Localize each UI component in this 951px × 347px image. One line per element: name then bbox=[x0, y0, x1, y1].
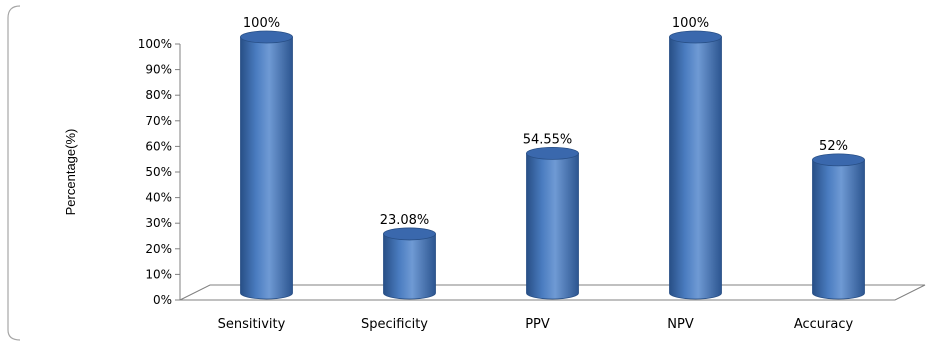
bar-body bbox=[669, 36, 722, 300]
category-labels: Sensitivity Specificity PPV NPV Accuracy bbox=[218, 317, 854, 332]
y-tick-label: 40% bbox=[145, 191, 172, 205]
y-tick-label: 70% bbox=[145, 114, 172, 128]
y-tick-label: 100% bbox=[138, 37, 172, 51]
y-tick-label: 20% bbox=[145, 242, 172, 256]
bar-npv bbox=[669, 30, 722, 300]
floor-plane bbox=[179, 284, 926, 301]
category-label: PPV bbox=[525, 317, 550, 332]
bar-sensitivity bbox=[240, 30, 293, 300]
y-tick-label: 30% bbox=[145, 216, 172, 230]
bar-top bbox=[812, 153, 865, 167]
bars bbox=[240, 30, 865, 300]
category-label: Specificity bbox=[361, 317, 428, 332]
data-label: 23.08% bbox=[380, 213, 430, 228]
y-axis-title: Percentage(%) bbox=[63, 129, 78, 216]
data-labels: 100% 23.08% 54.55% 100% 52% bbox=[243, 16, 848, 228]
y-tick-label: 50% bbox=[145, 165, 172, 179]
y-tick-labels: 0% 10% 20% 30% 40% 50% 60% 70% 80% 90% 100% bbox=[138, 37, 172, 307]
category-label: NPV bbox=[667, 317, 694, 332]
data-label: 52% bbox=[819, 139, 848, 154]
data-label: 54.55% bbox=[523, 132, 573, 147]
y-tick-label: 10% bbox=[145, 267, 172, 281]
axes bbox=[175, 43, 926, 301]
chart-frame bbox=[7, 5, 21, 341]
category-label: Sensitivity bbox=[218, 317, 286, 332]
data-label: 100% bbox=[672, 16, 709, 31]
bar-top bbox=[240, 30, 293, 44]
y-tick-label: 90% bbox=[145, 63, 172, 77]
bar-top bbox=[669, 30, 722, 44]
y-tick-label: 80% bbox=[145, 88, 172, 102]
bar-body bbox=[240, 36, 293, 300]
bar-body bbox=[526, 152, 579, 300]
bar-ppv bbox=[526, 146, 579, 300]
y-tick-label: 60% bbox=[145, 139, 172, 153]
data-label: 100% bbox=[243, 16, 280, 31]
bar-top bbox=[383, 227, 436, 241]
category-label: Accuracy bbox=[794, 317, 854, 332]
bar-body bbox=[812, 159, 865, 300]
bar-accuracy bbox=[812, 153, 865, 300]
bar-body bbox=[383, 233, 436, 300]
bar-top bbox=[526, 146, 579, 160]
y-tick-label: 0% bbox=[153, 293, 172, 307]
bar-specificity bbox=[383, 227, 436, 300]
